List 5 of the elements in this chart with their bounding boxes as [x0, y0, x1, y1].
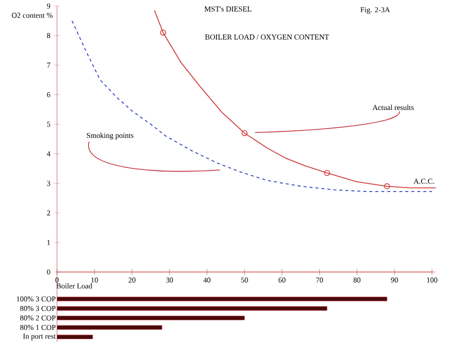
point [324, 170, 330, 176]
line-series [72, 20, 432, 192]
point [160, 30, 166, 36]
point [242, 130, 248, 136]
point [384, 183, 390, 190]
